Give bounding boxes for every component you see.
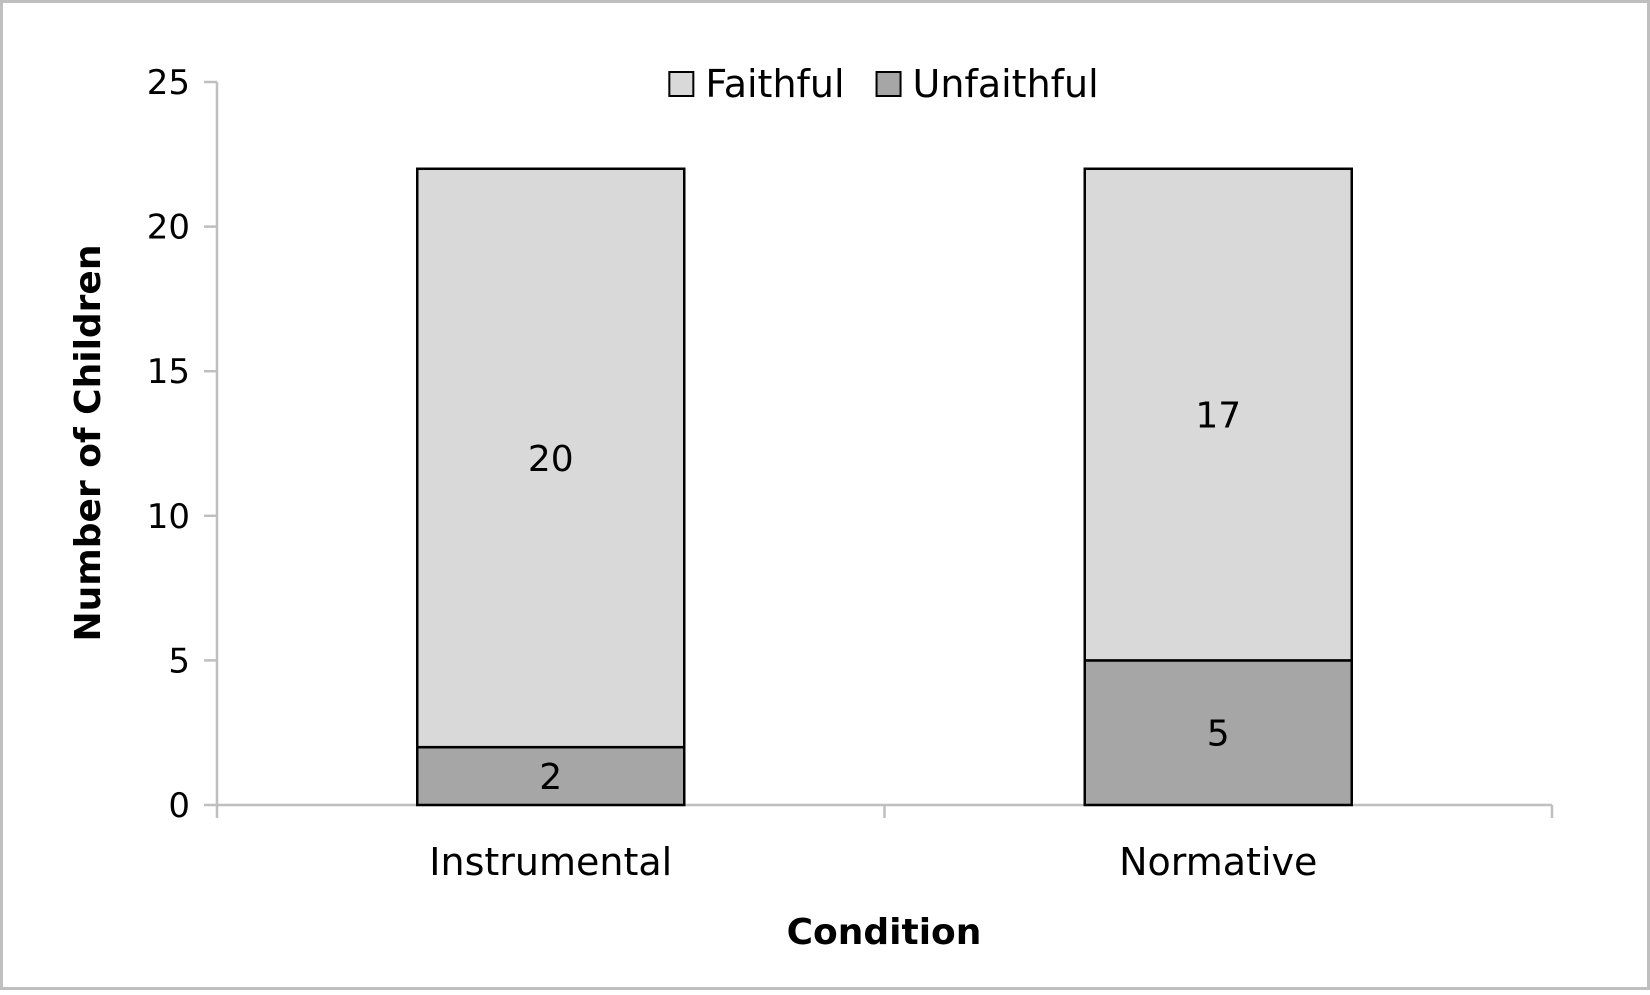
y-tick-label: 5 — [168, 641, 190, 681]
legend-swatch-faithful — [668, 71, 695, 97]
y-tick-label: 15 — [147, 352, 190, 392]
y-tick-label: 0 — [168, 786, 190, 826]
y-axis: 0 5 10 15 20 25 — [147, 63, 219, 826]
bars — [416, 167, 1353, 807]
y-tick-label: 25 — [147, 63, 190, 103]
y-tick-label: 10 — [147, 497, 190, 537]
legend-label: Unfaithful — [913, 62, 1099, 106]
data-label: 20 — [528, 439, 574, 480]
x-axis-title: Condition — [787, 912, 982, 953]
data-label: 5 — [1207, 714, 1230, 755]
data-label: 17 — [1195, 396, 1241, 437]
y-tick-label: 20 — [147, 208, 190, 248]
bar-segment-faithful-instrumental — [416, 167, 686, 749]
bar-segment-faithful-normative — [1083, 167, 1353, 662]
x-tick-label: Normative — [1119, 840, 1317, 884]
legend: Faithful Unfaithful — [668, 62, 1099, 106]
legend-swatch-unfaithful — [875, 71, 902, 97]
data-labels: 2 20 5 17 — [528, 396, 1241, 799]
data-label: 2 — [539, 757, 562, 798]
legend-label: Faithful — [705, 62, 844, 106]
bar-segment-unfaithful-instrumental — [416, 745, 686, 807]
x-tick-label: Instrumental — [429, 840, 672, 884]
y-axis-title: Number of Children — [68, 245, 109, 642]
